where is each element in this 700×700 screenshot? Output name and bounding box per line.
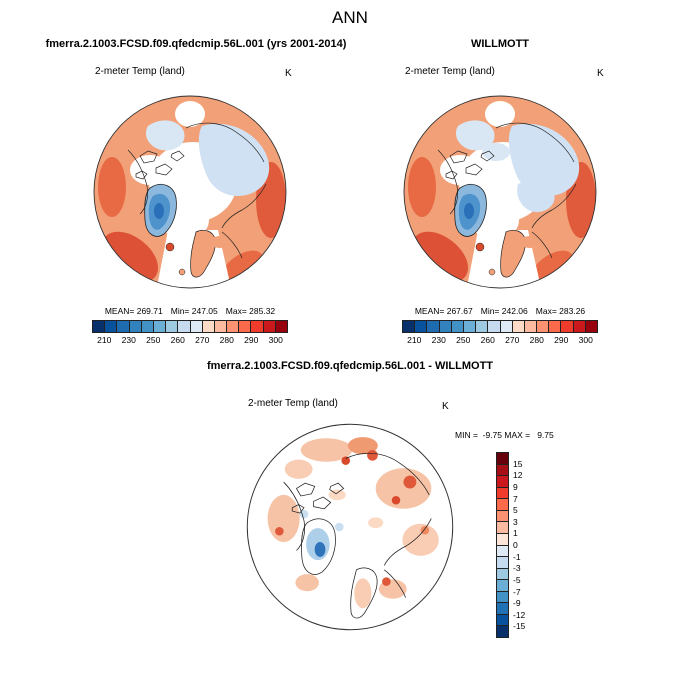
model-stats: MEAN= 269.71 Min= 247.05 Max= 285.32: [90, 306, 290, 316]
colorbar-tick-label: 230: [121, 335, 136, 345]
colorbar-tick-label: 300: [268, 335, 283, 345]
colorbar-model: 210 230 250 260 270 280 290 300: [92, 320, 288, 346]
colorbar-tick-label: 300: [578, 335, 593, 345]
obs-panel-title: WILLMOTT: [470, 38, 530, 50]
colorbar-tick-label: 1: [513, 528, 518, 539]
diff-panel-title: fmerra.2.1003.FCSD.f09.qfedcmip.56L.001 …: [206, 360, 494, 372]
colorbar-tick-label: -9: [513, 598, 521, 609]
colorbar-tick-label: 0: [513, 540, 518, 550]
colorbar-tick-label: 270: [195, 335, 210, 345]
obs-field-label: 2-meter Temp (land): [405, 66, 495, 77]
colorbar-tick-label: 280: [219, 335, 234, 345]
colorbar-tick-label: 260: [170, 335, 185, 345]
colorbar-tick-label: 7: [513, 493, 518, 504]
colorbar-tick-label: 9: [513, 481, 518, 492]
colorbar-diff-ticks: 15 12 9 7 5 3 1 0 -1 -3 -5 -7 -9 -12 -15: [513, 452, 539, 638]
colorbar-tick-label: 12: [513, 470, 523, 481]
obs-max: Max= 283.26: [535, 306, 586, 316]
colorbar-tick-label: 280: [529, 335, 544, 345]
map-diff: [243, 420, 457, 634]
colorbar-tick-label: 3: [513, 516, 518, 527]
diff-units-label: K: [442, 401, 449, 412]
colorbar-tick-label: 5: [513, 505, 518, 516]
colorbar-tick-label: 210: [97, 335, 112, 345]
colorbar-tick-label: -15: [513, 621, 526, 632]
model-field-label: 2-meter Temp (land): [95, 66, 185, 77]
model-mean: MEAN= 269.71: [104, 306, 163, 316]
diff-minmax: MIN = -9.75 MAX = 9.75: [455, 430, 554, 440]
model-units-label: K: [285, 68, 292, 79]
colorbar-tick-label: 270: [505, 335, 520, 345]
map-model: [90, 92, 290, 292]
obs-mean: MEAN= 267.67: [414, 306, 473, 316]
colorbar-tick-label: 230: [431, 335, 446, 345]
obs-units-label: K: [597, 68, 604, 79]
colorbar-tick-label: -5: [513, 574, 521, 585]
colorbar-tick-label: 250: [456, 335, 471, 345]
map-obs: [400, 92, 600, 292]
figure-title: ANN: [332, 8, 368, 27]
polar-map-svg: [93, 95, 287, 289]
obs-stats: MEAN= 267.67 Min= 242.06 Max= 283.26: [400, 306, 600, 316]
colorbar-obs-bar: [402, 320, 598, 333]
colorbar-tick-label: -1: [513, 551, 521, 562]
colorbar-tick-label: 260: [480, 335, 495, 345]
polar-map-svg: [246, 423, 454, 631]
colorbar-diff-bar: [496, 452, 509, 638]
obs-min: Min= 242.06: [480, 306, 528, 316]
model-max: Max= 285.32: [225, 306, 276, 316]
colorbar-model-ticks: 210 230 250 260 270 280 290 300: [92, 335, 288, 346]
colorbar-tick-label: -3: [513, 563, 521, 574]
diff-field-label: 2-meter Temp (land): [248, 398, 338, 409]
colorbar-tick-label: 290: [244, 335, 259, 345]
colorbar-obs: 210 230 250 260 270 280 290 300: [402, 320, 598, 346]
colorbar-tick-label: -7: [513, 586, 521, 597]
colorbar-tick-label: 290: [554, 335, 569, 345]
colorbar-tick-label: -12: [513, 609, 526, 620]
model-min: Min= 247.05: [170, 306, 218, 316]
colorbar-model-bar: [92, 320, 288, 333]
model-panel-title: fmerra.2.1003.FCSD.f09.qfedcmip.56L.001 …: [45, 38, 347, 50]
colorbar-tick-label: 250: [146, 335, 161, 345]
colorbar-tick-label: 15: [513, 458, 523, 469]
colorbar-diff: 15 12 9 7 5 3 1 0 -1 -3 -5 -7 -9 -12 -15: [496, 452, 540, 638]
colorbar-obs-ticks: 210 230 250 260 270 280 290 300: [402, 335, 598, 346]
polar-map-svg: [403, 95, 597, 289]
colorbar-tick-label: 210: [407, 335, 422, 345]
